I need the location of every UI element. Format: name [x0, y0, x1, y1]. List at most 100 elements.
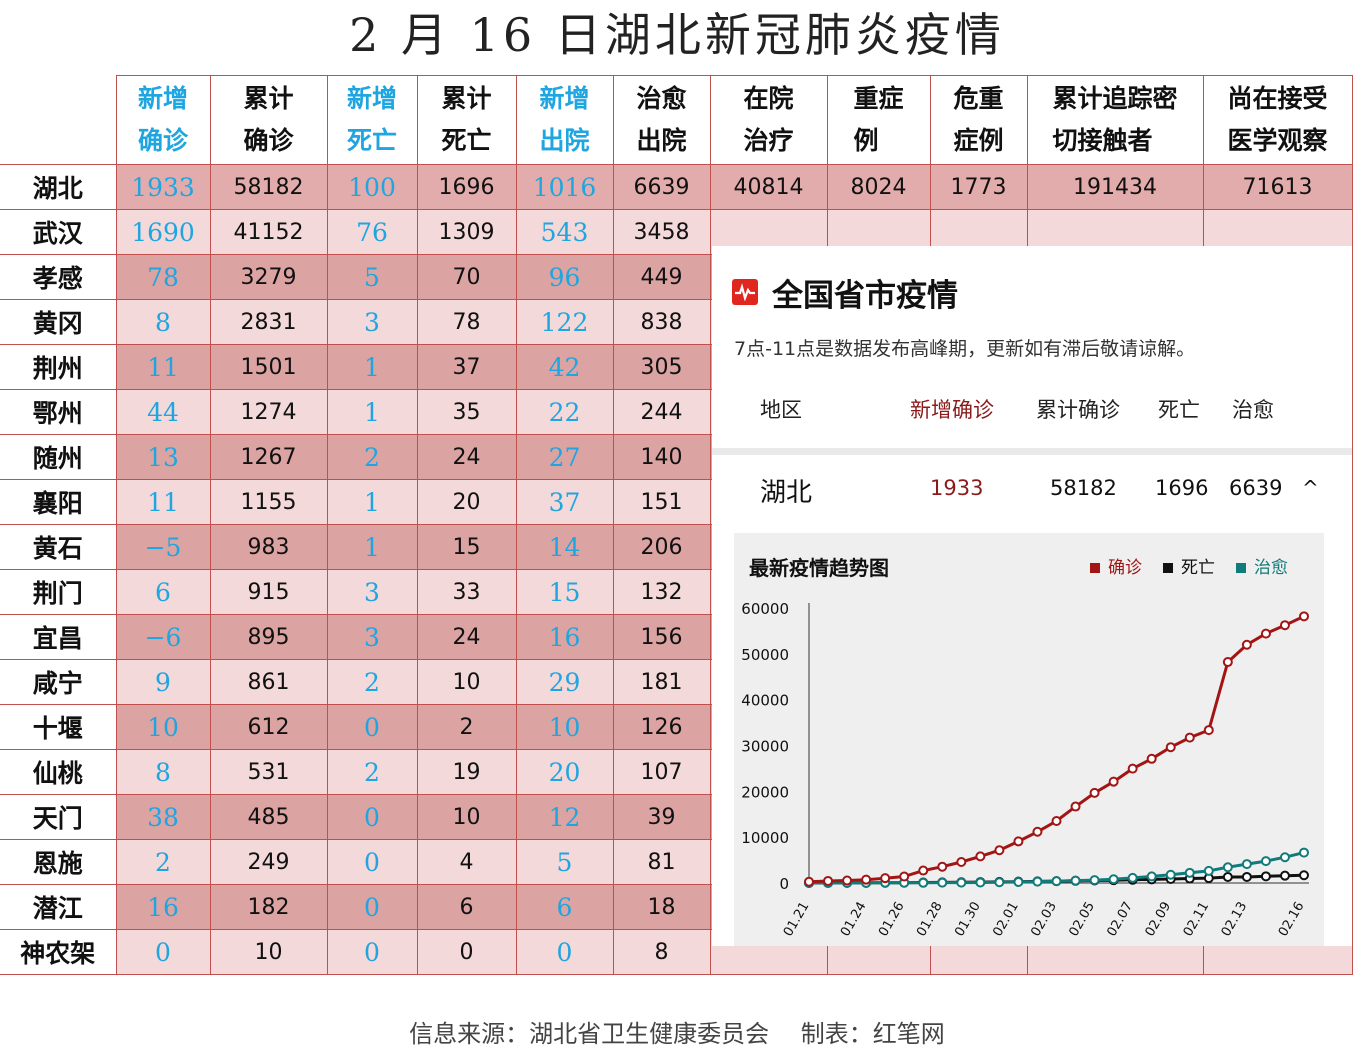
data-point [1260, 628, 1271, 639]
table-cell: 13 [115, 434, 211, 480]
data-point [861, 874, 872, 885]
data-point [1203, 725, 1214, 736]
table-cell: 11 [115, 479, 211, 525]
x-tick-label: 02.05 [1066, 900, 1098, 940]
table-cell: 4 [416, 839, 517, 885]
table-cell: 5 [515, 839, 614, 885]
city-name: 潜江 [0, 884, 117, 930]
header-line: 症例 [953, 126, 1004, 155]
data-point [1127, 763, 1138, 774]
column-header: 累计 确诊 [209, 75, 328, 165]
data-point [1070, 875, 1081, 886]
table-cell: 0 [326, 929, 418, 975]
x-tick-label: 02.03 [1028, 900, 1060, 940]
table-cell: 0 [416, 929, 517, 975]
table-cell: 1690 [115, 209, 211, 255]
table-cell: 24 [416, 614, 517, 660]
table-cell: 78 [115, 254, 211, 300]
table-cell: 895 [209, 614, 328, 660]
data-point [994, 845, 1005, 856]
header-line: 确诊 [137, 126, 188, 155]
legend-swatch [1236, 563, 1246, 573]
table-cell: 15 [416, 524, 517, 570]
column-header-label: 危重 症例 [953, 78, 1003, 162]
trend-chart: 最新疫情趋势图 确诊 死亡 治愈 0 10000 20000 30000 40000 50000 6… [734, 533, 1324, 946]
table-cell: 15 [515, 569, 614, 615]
table-cell: 182 [209, 884, 328, 930]
data-point [842, 875, 853, 886]
table-cell: 1016 [515, 164, 614, 210]
header-line: 尚在接受 [1227, 84, 1328, 113]
x-tick-label: 01.28 [914, 900, 946, 940]
header-line: 累计 [441, 84, 492, 113]
city-name: 十堰 [0, 704, 117, 750]
col-new: 新增确诊 [910, 398, 994, 422]
table-cell: 8 [115, 299, 211, 345]
data-point [1184, 867, 1195, 878]
table-cell: 2 [326, 659, 418, 705]
table-cell: 71613 [1202, 164, 1353, 210]
table-cell: 11 [115, 344, 211, 390]
x-tick-label: 01.21 [781, 900, 813, 940]
column-header: 危重 症例 [929, 75, 1028, 165]
data-point [994, 877, 1005, 888]
province-row[interactable]: 湖北 1933 58182 1696 6639 ^ [712, 472, 1352, 512]
table-cell: 29 [515, 659, 614, 705]
data-point [1089, 875, 1100, 886]
table-cell: 3 [326, 299, 418, 345]
table-cell: 39 [612, 794, 711, 840]
table-cell: 0 [326, 704, 418, 750]
column-header-label: 新增 出院 [539, 78, 589, 162]
table-cell: 14 [515, 524, 614, 570]
data-point [937, 877, 948, 888]
table-cell: 107 [612, 749, 711, 795]
data-point [1165, 742, 1176, 753]
data-point [1241, 859, 1252, 870]
table-cell: 3 [326, 614, 418, 660]
legend-label: 确诊 [1108, 558, 1142, 578]
row-region: 湖北 [760, 478, 813, 508]
province-panel: 全国省市疫情 7点-11点是数据发布高峰期，更新如有滞后敬请谅解。 地区 新增确… [712, 246, 1352, 946]
header-line: 例 [853, 126, 879, 155]
city-name: 孝感 [0, 254, 117, 300]
city-name: 天门 [0, 794, 117, 840]
collapse-toggle-icon[interactable]: ^ [1302, 476, 1319, 500]
data-point [937, 861, 948, 872]
table-cell: 20 [416, 479, 517, 525]
table-cell: 3279 [209, 254, 328, 300]
table-cell: 1696 [416, 164, 517, 210]
legend-label: 治愈 [1254, 558, 1288, 578]
table-cell: 2 [326, 749, 418, 795]
column-header-label: 累计 死亡 [441, 78, 491, 162]
data-point [899, 871, 910, 882]
x-tick-label: 02.11 [1181, 900, 1213, 940]
data-point [1089, 787, 1100, 798]
table-cell: 3458 [612, 209, 711, 255]
data-point [956, 856, 967, 867]
city-name: 黄石 [0, 524, 117, 570]
data-point [1108, 776, 1119, 787]
header-line: 治疗 [743, 126, 794, 155]
data-point [1260, 871, 1271, 882]
data-point [956, 877, 967, 888]
table-cell: 0 [326, 839, 418, 885]
header-line: 死亡 [441, 126, 492, 155]
table-cell: 81 [612, 839, 711, 885]
table-cell: 44 [115, 389, 211, 435]
table-cell: −5 [115, 524, 211, 570]
table-cell: 1267 [209, 434, 328, 480]
column-header-label: 新增 确诊 [138, 78, 188, 162]
table-cell: 151 [612, 479, 711, 525]
chart-title: 最新疫情趋势图 [749, 556, 889, 580]
table-cell: 70 [416, 254, 517, 300]
row-total: 58182 [1050, 476, 1117, 500]
header-line: 新增 [539, 84, 590, 113]
table-cell: 126 [612, 704, 711, 750]
column-header: 在院 治疗 [709, 75, 828, 165]
table-cell: 838 [612, 299, 711, 345]
data-point [1222, 871, 1233, 882]
table-cell: 6 [115, 569, 211, 615]
table-cell: 1309 [416, 209, 517, 255]
table-cell: 1 [326, 344, 418, 390]
table-cell: 19 [416, 749, 517, 795]
